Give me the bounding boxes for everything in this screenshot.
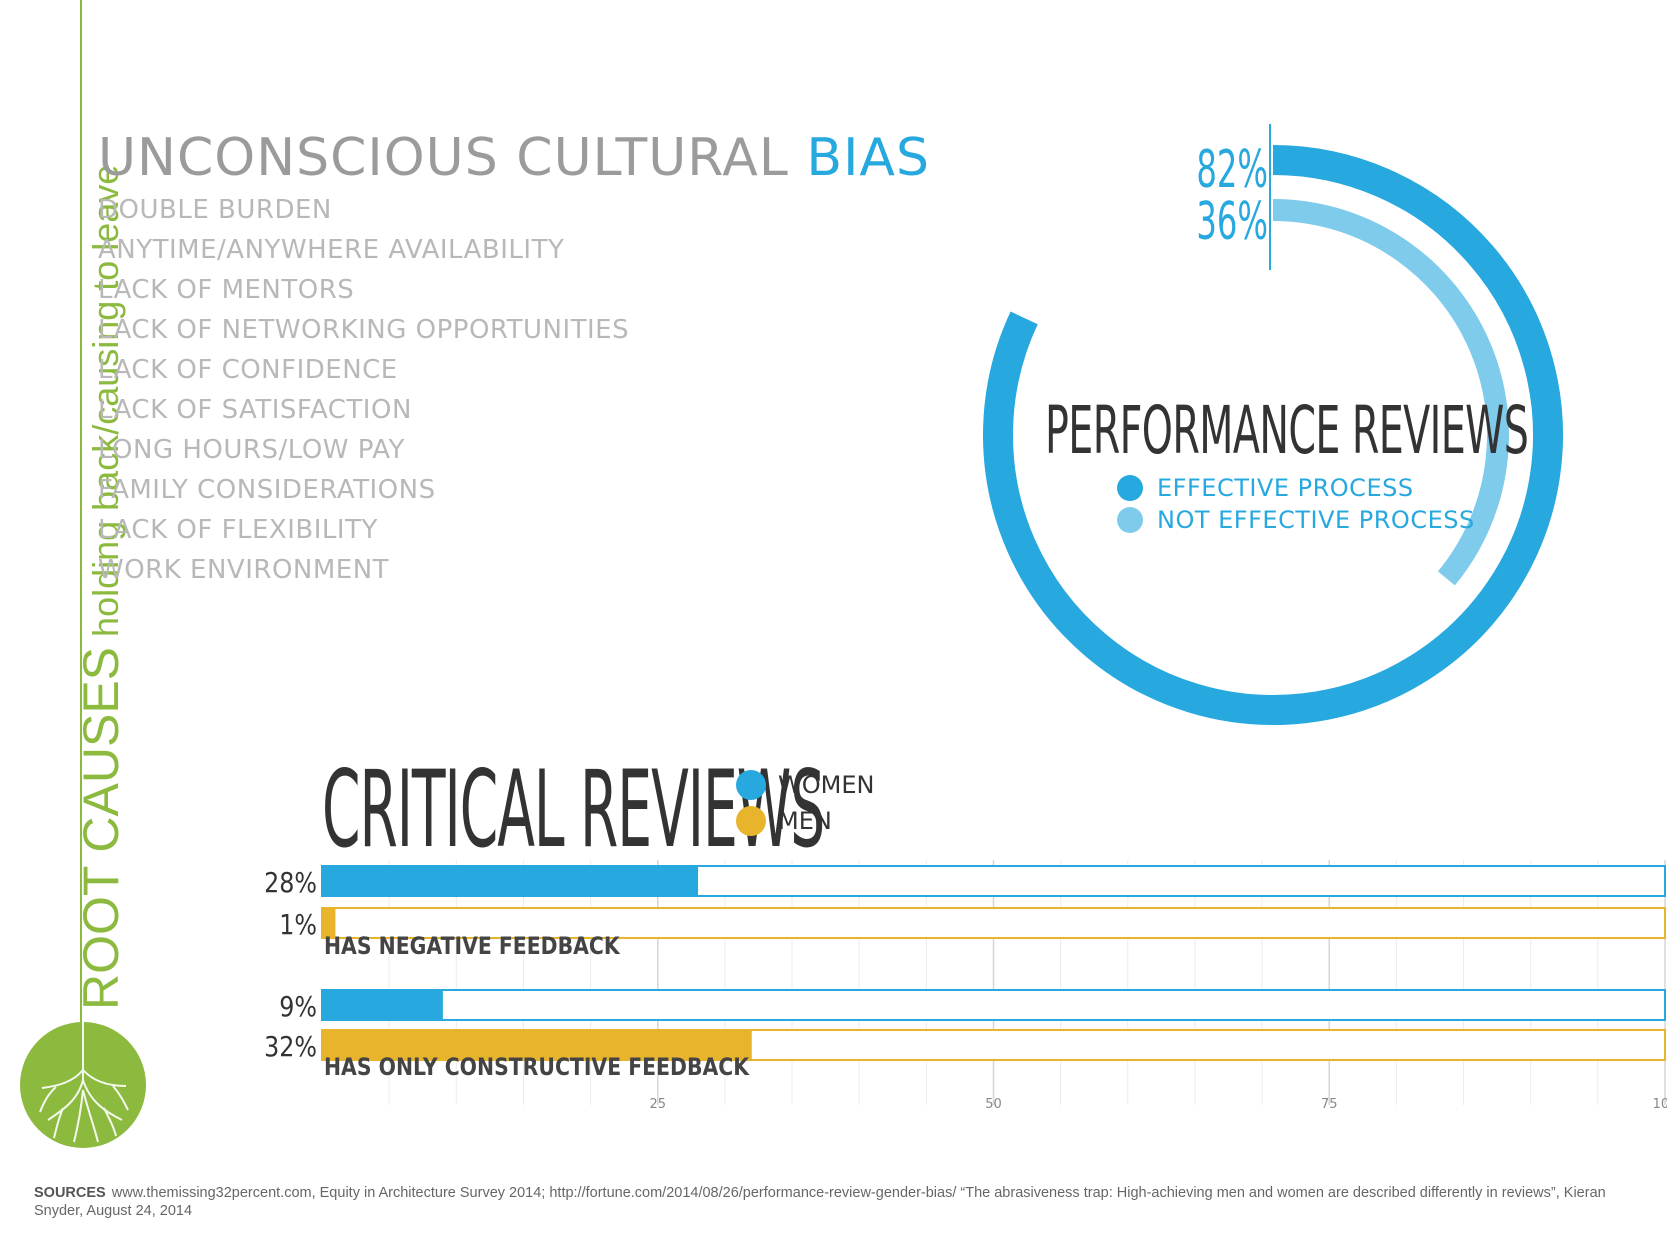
bias-heading-accent: BIAS <box>806 128 930 188</box>
bar-men <box>322 908 336 938</box>
bias-item: LACK OF MENTORS <box>98 275 355 305</box>
bias-item: DOUBLE BURDEN <box>98 195 332 225</box>
bias-list: DOUBLE BURDEN ANYTIME/ANYWHERE AVAILABILI… <box>98 190 629 590</box>
bar-value-label: 9% <box>279 991 317 1023</box>
x-tick-label: 50 <box>985 1097 1002 1112</box>
legend-effective-label: EFFECTIVE PROCESS <box>1157 474 1414 502</box>
legend-dot-women <box>736 770 766 800</box>
not-effective-pct-label: 36% <box>1196 192 1268 252</box>
performance-reviews-chart <box>983 124 1563 725</box>
bias-item: LACK OF CONFIDENCE <box>98 355 398 385</box>
side-divider-line <box>80 0 82 1030</box>
bar-value-label: 28% <box>264 867 317 899</box>
bias-item: LACK OF NETWORKING OPPORTUNITIES <box>98 315 630 345</box>
effective-pct-label: 82% <box>1196 140 1268 200</box>
bias-heading: UNCONSCIOUS CULTURAL BIAS <box>98 128 930 188</box>
legend-dot-effective <box>1117 475 1143 501</box>
sources-label: SOURCES <box>34 1185 106 1201</box>
legend-not-effective-label: NOT EFFECTIVE PROCESS <box>1157 506 1475 534</box>
bias-item: LACK OF FLEXIBILITY <box>98 515 378 545</box>
x-tick-label: 25 <box>649 1097 666 1112</box>
sources-text: www.themissing32percent.com, Equity in A… <box>34 1185 1606 1219</box>
x-tick-label: 75 <box>1321 1097 1338 1112</box>
bar-value-label: 1% <box>279 909 317 941</box>
x-tick-label: 100 <box>1653 1097 1667 1112</box>
legend-effective: EFFECTIVE PROCESS <box>1117 474 1414 502</box>
bias-heading-main: UNCONSCIOUS CULTURAL <box>98 128 789 188</box>
tree-roots-icon <box>20 1022 146 1148</box>
legend-men: MEN <box>736 806 832 836</box>
bar-track <box>321 989 1666 1021</box>
sources-note: SOURCES www.themissing32percent.com, Equi… <box>34 1184 1634 1220</box>
legend-not-effective: NOT EFFECTIVE PROCESS <box>1117 506 1475 534</box>
ring-arc-not-effective <box>1272 199 1509 586</box>
bar-women <box>322 990 443 1020</box>
legend-dot-men <box>736 806 766 836</box>
bias-item: LACK OF SATISFACTION <box>98 395 412 425</box>
bar-men <box>322 1030 752 1060</box>
ring-arc-effective <box>983 145 1563 725</box>
legend-men-label: MEN <box>778 807 832 835</box>
bias-item: LONG HOURS/LOW PAY <box>98 435 405 465</box>
legend-women-label: WOMEN <box>778 771 875 799</box>
group-label: HAS NEGATIVE FEEDBACK <box>324 932 620 960</box>
legend-women: WOMEN <box>736 770 874 800</box>
bias-item: ANYTIME/ANYWHERE AVAILABILITY <box>98 235 565 265</box>
bar-value-label: 32% <box>264 1031 317 1063</box>
bias-item: FAMILY CONSIDERATIONS <box>98 475 436 505</box>
bar-women <box>322 866 699 896</box>
performance-reviews-title: PERFORMANCE REVIEWS <box>1045 392 1529 469</box>
group-label: HAS ONLY CONSTRUCTIVE FEEDBACK <box>324 1053 750 1081</box>
legend-dot-not-effective <box>1117 507 1143 533</box>
bar-track <box>321 907 1666 939</box>
bias-item: WORK ENVIRONMENT <box>98 555 390 585</box>
